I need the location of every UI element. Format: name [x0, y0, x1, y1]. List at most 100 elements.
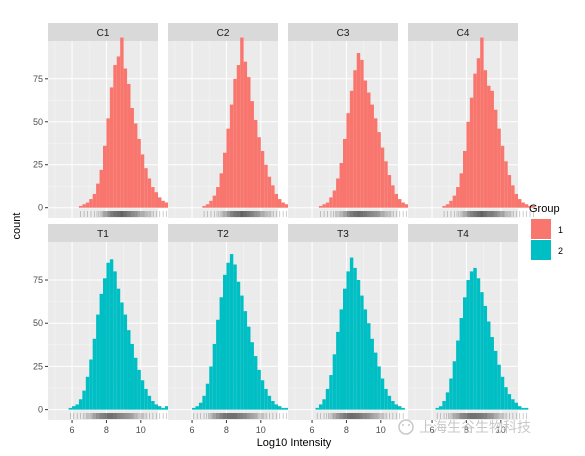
histogram-bar	[78, 205, 83, 208]
histogram-bar	[144, 388, 148, 410]
histogram-bar	[356, 53, 361, 208]
histogram-bar	[260, 150, 265, 208]
histogram-bar	[445, 204, 450, 208]
histogram-bar	[449, 200, 453, 208]
histogram-bar	[329, 197, 333, 208]
histogram-bar	[367, 323, 371, 410]
histogram-bar	[109, 259, 114, 410]
histogram-bar	[487, 321, 491, 410]
x-tick-label: 8	[104, 425, 109, 435]
x-tick-label: 10	[496, 425, 506, 435]
rug-marks	[193, 413, 287, 419]
rug-marks	[443, 211, 534, 217]
histogram-bar	[349, 257, 354, 410]
histogram-bar	[487, 85, 491, 208]
histogram-bar	[68, 407, 73, 410]
histogram-bar	[373, 118, 378, 208]
histogram-bar	[137, 369, 141, 410]
facet-panels: C1 C2 C3 C4 T1 T2 T3 T4	[48, 23, 536, 420]
histogram-bar	[449, 378, 453, 410]
histogram-bar	[511, 399, 515, 410]
histogram-bar	[226, 128, 230, 208]
histogram-bar	[384, 161, 388, 208]
histogram-bar	[158, 197, 162, 208]
histogram-bar	[483, 305, 488, 410]
histogram-bar	[92, 338, 97, 410]
histogram-bar	[445, 392, 450, 410]
histogram-bar	[164, 406, 169, 410]
facet-strip-t2	[168, 224, 278, 242]
histogram-bar	[507, 394, 512, 410]
histogram-bar	[257, 369, 261, 410]
histogram-bar	[387, 395, 392, 410]
histogram-bar	[123, 314, 128, 410]
facet-t3: T3	[288, 224, 405, 420]
histogram-bar	[161, 200, 165, 208]
histogram-bar	[514, 402, 518, 410]
histogram-bar	[140, 154, 145, 208]
histogram-bar	[103, 278, 107, 410]
histogram-bar	[394, 193, 398, 208]
histogram-bar	[459, 318, 463, 410]
histogram-bar	[363, 309, 368, 410]
histogram-bar	[212, 343, 217, 410]
legend-key-2	[531, 240, 551, 260]
histogram-bar	[442, 400, 446, 410]
histogram-bar	[89, 199, 93, 208]
histogram-bar	[233, 78, 237, 208]
histogram-bar	[202, 205, 206, 208]
histogram-bar	[343, 288, 347, 410]
histogram-bar	[109, 87, 114, 208]
histogram-bar	[240, 295, 244, 410]
wechat-logo-icon	[398, 419, 414, 435]
histogram-bar	[250, 101, 254, 208]
histogram-bar	[127, 83, 131, 208]
histogram-bar	[401, 407, 405, 410]
histogram-bar	[130, 108, 134, 208]
histogram-bar	[120, 302, 124, 410]
histogram-bar	[78, 399, 83, 410]
histogram-bar	[260, 380, 265, 410]
facet-strip-c4	[408, 23, 518, 41]
x-tick-label: 6	[310, 425, 315, 435]
histogram-bar	[315, 407, 319, 410]
histogram-bar	[219, 173, 223, 208]
histogram-bar	[198, 402, 203, 410]
histogram-bar	[497, 364, 501, 410]
watermark: 上海生谷生物科技	[398, 419, 531, 436]
histogram-bar	[367, 92, 371, 208]
histogram-bar	[325, 388, 330, 410]
histogram-bar	[511, 185, 515, 208]
histogram-bar	[147, 395, 152, 410]
facet-strip-t1	[48, 224, 158, 242]
histogram-bar	[205, 383, 210, 410]
histogram-bar	[267, 176, 272, 208]
histogram-bar	[391, 400, 395, 410]
histogram-bar	[144, 168, 148, 208]
histogram-bar	[123, 68, 128, 208]
histogram-bar	[92, 193, 97, 208]
histogram-bar	[82, 204, 86, 208]
legend-title: Group	[529, 203, 560, 215]
histogram-bar	[133, 123, 138, 208]
histogram-bar	[463, 150, 467, 208]
histogram-bar	[318, 404, 323, 410]
x-tick-label: 6	[190, 425, 195, 435]
histogram-bar	[247, 326, 251, 410]
histogram-bar	[442, 205, 446, 208]
histogram-bar	[387, 175, 392, 208]
histogram-bar	[243, 311, 248, 410]
facet-label-t1: T1	[97, 229, 109, 240]
histogram-bar	[346, 271, 350, 410]
histogram-bar	[89, 359, 93, 410]
histogram-bar	[72, 406, 76, 410]
histogram-bar	[247, 77, 251, 208]
facet-label-c1: C1	[97, 28, 110, 39]
histogram-bar	[75, 404, 79, 410]
histogram-bar	[325, 202, 330, 208]
histogram-bar	[469, 271, 474, 410]
histogram-bar	[500, 145, 505, 208]
histogram-bar	[380, 147, 385, 208]
histogram-bar	[452, 195, 457, 208]
histogram-bar	[518, 199, 522, 208]
